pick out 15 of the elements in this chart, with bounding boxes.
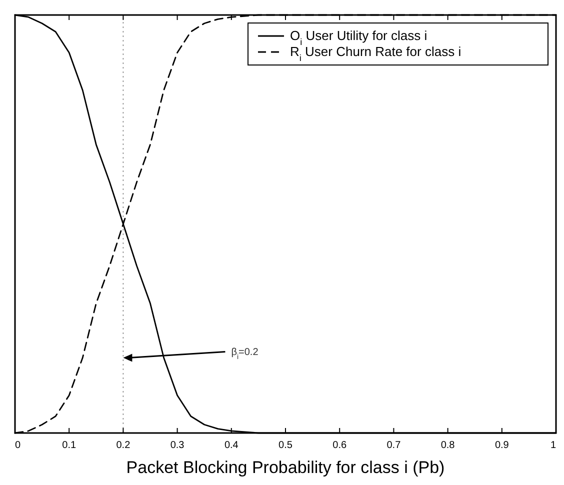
x-tick-label: 0.4 <box>224 440 239 451</box>
annotation: β$_{i}$=0.2 <box>231 346 259 360</box>
x-tick-label: 0.5 <box>278 440 293 451</box>
x-tick-label: 0.8 <box>440 440 456 451</box>
x-tick-label: 0.2 <box>116 440 131 451</box>
x-tick-label: 0.9 <box>494 440 510 451</box>
x-axis-title: Packet Blocking Probability for class i (Pb) <box>126 458 445 477</box>
x-tick-label: 0.7 <box>386 440 402 451</box>
legend-label: O$_{i}$ User Utility for class i <box>290 28 428 47</box>
x-tick-label: 0 <box>15 440 21 451</box>
legend-label: R$_{i}$ User Churn Rate for class i <box>290 44 462 63</box>
x-tick-label: 1 <box>550 440 556 451</box>
x-tick-label: 0.1 <box>62 440 76 451</box>
x-tick-label: 0.6 <box>332 440 347 451</box>
x-tick-label: 0.3 <box>170 440 185 451</box>
